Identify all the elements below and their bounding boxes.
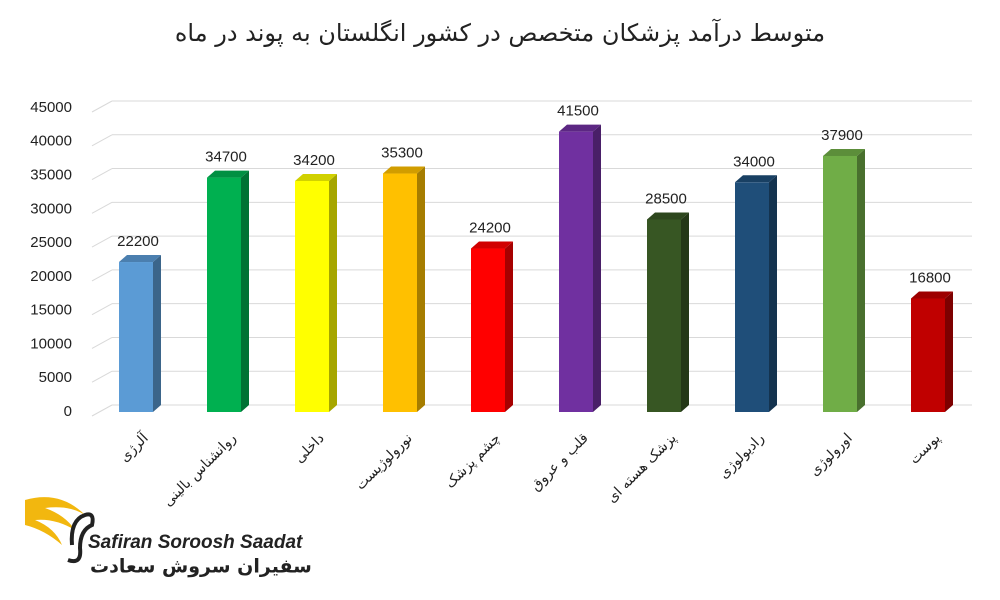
bar-side <box>329 173 337 412</box>
value-label: 22200 <box>117 233 159 250</box>
bar <box>207 177 241 412</box>
bar-side <box>593 124 601 413</box>
chart-title: متوسط درآمد پزشکان متخصص در کشور انگلستا… <box>175 18 825 47</box>
x-tick-label: اورولوژی <box>807 430 856 479</box>
grid-floor <box>91 100 113 113</box>
x-tick-label: داخلی <box>292 430 328 466</box>
x-tick-label: آلرژی <box>116 429 153 466</box>
bar-side <box>505 241 513 412</box>
value-label: 28500 <box>645 190 687 207</box>
grid-floor <box>91 269 113 282</box>
bar-top <box>119 255 161 263</box>
grid-floor <box>91 337 113 349</box>
bar-top <box>207 170 249 178</box>
bar-top <box>383 166 425 174</box>
bar <box>119 262 153 412</box>
bar-top <box>295 173 337 181</box>
y-tick-label: 15000 <box>30 302 72 319</box>
bar-side <box>769 175 777 412</box>
y-tick-label: 35000 <box>30 167 72 184</box>
x-tick-label: رادیولوژی <box>716 430 768 482</box>
x-tick-label: نورولوژیست <box>353 430 416 493</box>
logo-text-en: Safiran Soroosh Saadat <box>88 532 303 553</box>
bar-side <box>857 148 865 412</box>
grid-floor <box>91 168 113 180</box>
x-tick-label: پزشک هسته ای <box>604 430 680 506</box>
value-label: 16800 <box>909 269 951 286</box>
bar <box>647 219 681 412</box>
bar <box>911 298 945 412</box>
grid-floor <box>91 303 113 316</box>
value-label: 34000 <box>733 153 775 170</box>
logo: Safiran Soroosh Saadat سفیران سروش سعادت <box>25 497 312 578</box>
value-label: 41500 <box>557 103 599 120</box>
bar-side <box>153 255 161 412</box>
bar-side <box>945 291 953 412</box>
bar-side <box>681 212 689 412</box>
value-label: 35300 <box>381 144 423 161</box>
y-tick-label: 10000 <box>30 335 72 352</box>
grid-floor <box>91 370 113 383</box>
logo-bird <box>67 512 95 564</box>
bar <box>735 182 769 412</box>
bar <box>471 248 505 412</box>
bar-top <box>735 175 777 183</box>
grid-floor <box>91 201 113 214</box>
logo-text-fa: سفیران سروش سعادت <box>90 556 312 578</box>
value-label: 34700 <box>205 149 247 166</box>
x-tick-label: روانشناس بالینی <box>160 430 239 509</box>
bar-top <box>911 291 953 299</box>
y-tick-label: 25000 <box>30 234 72 251</box>
x-tick-label: قلب و عروق <box>528 430 592 494</box>
value-label: 24200 <box>469 219 511 236</box>
bar-top <box>647 212 689 220</box>
bar <box>559 131 593 412</box>
bar-top <box>559 124 601 132</box>
y-tick-label: 40000 <box>30 133 72 150</box>
value-label: 37900 <box>821 127 863 144</box>
bar-top <box>823 148 865 156</box>
grid-floor <box>91 235 113 248</box>
grid-floor <box>91 134 113 147</box>
bar-side <box>417 166 425 412</box>
x-tick-label: چشم پزشک <box>442 430 503 491</box>
bar-top <box>471 241 513 249</box>
x-tick-label: پوست <box>906 430 943 467</box>
logo-wing <box>25 497 85 545</box>
grid-floor <box>91 404 113 417</box>
bar <box>823 155 857 412</box>
y-tick-label: 45000 <box>30 99 72 116</box>
y-tick-label: 5000 <box>39 369 72 386</box>
y-tick-label: 20000 <box>30 268 72 285</box>
bar <box>295 180 329 412</box>
y-tick-label: 30000 <box>30 200 72 217</box>
bar-side <box>241 170 249 412</box>
y-tick-label: 0 <box>64 403 72 420</box>
bar <box>383 173 417 412</box>
value-label: 34200 <box>293 152 335 169</box>
